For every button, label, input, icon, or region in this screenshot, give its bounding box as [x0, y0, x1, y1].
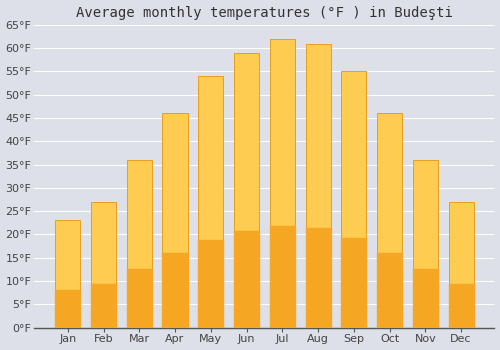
Bar	[413, 269, 438, 328]
Bar	[270, 39, 295, 328]
Bar	[234, 231, 259, 328]
Bar	[198, 239, 224, 328]
Bar	[234, 53, 259, 328]
Bar	[342, 238, 366, 328]
Bar	[270, 226, 295, 328]
Bar	[162, 113, 188, 328]
Bar	[413, 160, 438, 328]
Bar	[198, 76, 224, 328]
Title: Average monthly temperatures (°F ) in Budeşti: Average monthly temperatures (°F ) in Bu…	[76, 6, 453, 20]
Bar	[377, 113, 402, 328]
Bar	[91, 202, 116, 328]
Bar	[162, 253, 188, 328]
Bar	[55, 220, 80, 328]
Bar	[448, 202, 473, 328]
Bar	[91, 284, 116, 328]
Bar	[126, 269, 152, 328]
Bar	[342, 71, 366, 328]
Bar	[306, 228, 330, 328]
Bar	[306, 43, 330, 328]
Bar	[448, 284, 473, 328]
Bar	[55, 290, 80, 328]
Bar	[126, 160, 152, 328]
Bar	[377, 253, 402, 328]
